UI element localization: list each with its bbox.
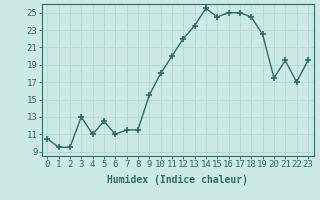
- X-axis label: Humidex (Indice chaleur): Humidex (Indice chaleur): [107, 175, 248, 185]
